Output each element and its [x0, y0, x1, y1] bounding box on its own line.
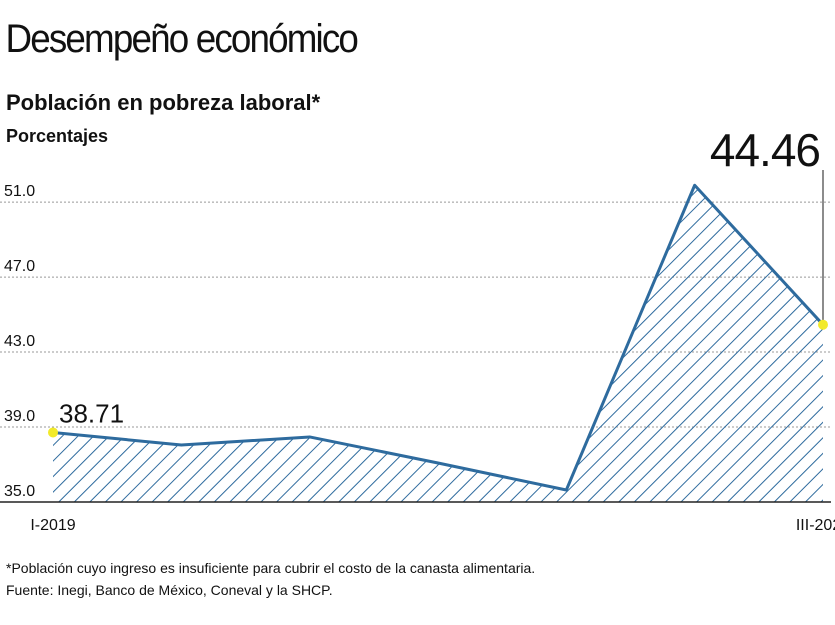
- x-tick-label: I-2019: [30, 517, 75, 534]
- y-tick-label: 39.0: [4, 408, 35, 425]
- y-tick-label: 47.0: [4, 258, 35, 275]
- source: Fuente: Inegi, Banco de México, Coneval …: [6, 582, 333, 598]
- data-label: 44.46: [710, 124, 820, 176]
- x-tick-label: III-2020: [796, 517, 835, 534]
- highlight-point: [818, 319, 828, 330]
- y-tick-label: 35.0: [4, 483, 35, 500]
- area-fill: [53, 185, 823, 502]
- highlight-point: [48, 427, 58, 438]
- data-label: 38.71: [59, 398, 124, 428]
- footnote: *Población cuyo ingreso es insuficiente …: [6, 560, 535, 576]
- chart-title: Desempeño económico: [6, 17, 358, 62]
- y-tick-label: 51.0: [4, 183, 35, 200]
- y-tick-label: 43.0: [4, 333, 35, 350]
- chart-subtitle: Población en pobreza laboral*: [6, 90, 321, 115]
- y-axis-label: Porcentajes: [6, 126, 108, 146]
- line: [52, 183, 825, 492]
